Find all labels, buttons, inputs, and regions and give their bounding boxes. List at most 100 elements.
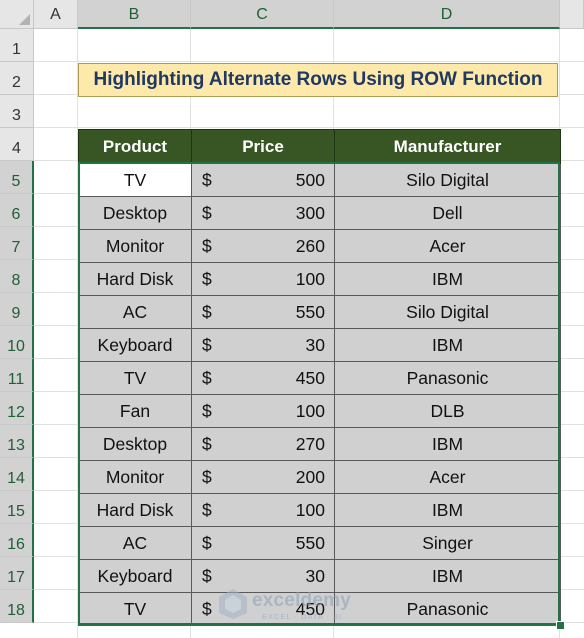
price-cell[interactable]: $550	[191, 526, 335, 560]
price-cell[interactable]: $500	[191, 163, 335, 197]
product-table: Product Price Manufacturer TV $500 Silo Di…	[78, 129, 561, 626]
price-cell[interactable]: $100	[191, 262, 335, 296]
row-header-7[interactable]: 7	[0, 227, 34, 260]
table-row: Keyboard $30 IBM	[78, 328, 561, 362]
price-value: 30	[305, 334, 325, 355]
manufacturer-cell[interactable]: Panasonic	[334, 592, 561, 626]
product-cell[interactable]: Desktop	[78, 427, 192, 461]
row-header-12[interactable]: 12	[0, 392, 34, 425]
header-manufacturer[interactable]: Manufacturer	[334, 129, 561, 164]
row-header-14[interactable]: 14	[0, 458, 34, 491]
price-cell[interactable]: $450	[191, 592, 335, 626]
row-header-15[interactable]: 15	[0, 491, 34, 524]
manufacturer-cell[interactable]: DLB	[334, 394, 561, 428]
row-header-17[interactable]: 17	[0, 557, 34, 590]
table-header-row: Product Price Manufacturer	[78, 129, 561, 164]
price-cell[interactable]: $100	[191, 394, 335, 428]
price-cell[interactable]: $550	[191, 295, 335, 329]
fill-handle[interactable]	[556, 621, 565, 630]
currency-symbol: $	[202, 367, 212, 388]
table-row: AC $550 Silo Digital	[78, 295, 561, 329]
price-cell[interactable]: $450	[191, 361, 335, 395]
price-cell[interactable]: $30	[191, 328, 335, 362]
product-cell[interactable]: Fan	[78, 394, 192, 428]
header-product[interactable]: Product	[78, 129, 192, 164]
table-row: Desktop $270 IBM	[78, 427, 561, 461]
gridline-column	[77, 29, 78, 638]
select-all-triangle-icon	[19, 14, 30, 25]
manufacturer-cell[interactable]: IBM	[334, 427, 561, 461]
product-cell[interactable]: AC	[78, 295, 192, 329]
manufacturer-cell[interactable]: IBM	[334, 493, 561, 527]
manufacturer-cell[interactable]: Panasonic	[334, 361, 561, 395]
row-header-11[interactable]: 11	[0, 359, 34, 392]
table-row: Monitor $260 Acer	[78, 229, 561, 263]
manufacturer-cell[interactable]: Silo Digital	[334, 295, 561, 329]
row-header-1[interactable]: 1	[0, 29, 34, 62]
row-header-18[interactable]: 18	[0, 590, 34, 623]
manufacturer-cell[interactable]: Singer	[334, 526, 561, 560]
price-value: 550	[295, 532, 325, 553]
currency-symbol: $	[202, 169, 212, 190]
price-cell[interactable]: $30	[191, 559, 335, 593]
product-cell[interactable]: TV	[78, 163, 192, 197]
product-cell[interactable]: AC	[78, 526, 192, 560]
product-cell[interactable]: Hard Disk	[78, 493, 192, 527]
price-cell[interactable]: $270	[191, 427, 335, 461]
table-row: Desktop $300 Dell	[78, 196, 561, 230]
currency-symbol: $	[202, 268, 212, 289]
sheet-title: Highlighting Alternate Rows Using ROW Fu…	[78, 63, 558, 97]
table-row: AC $550 Singer	[78, 526, 561, 560]
product-cell[interactable]: Desktop	[78, 196, 192, 230]
table-row: Keyboard $30 IBM	[78, 559, 561, 593]
manufacturer-cell[interactable]: Dell	[334, 196, 561, 230]
column-header-c[interactable]: C	[191, 0, 334, 29]
header-price[interactable]: Price	[191, 129, 335, 164]
price-cell[interactable]: $260	[191, 229, 335, 263]
currency-symbol: $	[202, 565, 212, 586]
price-value: 270	[295, 433, 325, 454]
table-row: TV $500 Silo Digital	[78, 163, 561, 197]
price-value: 30	[305, 565, 325, 586]
price-value: 100	[295, 400, 325, 421]
price-cell[interactable]: $300	[191, 196, 335, 230]
currency-symbol: $	[202, 334, 212, 355]
row-header-5[interactable]: 5	[0, 161, 34, 194]
product-cell[interactable]: TV	[78, 592, 192, 626]
column-header-d[interactable]: D	[334, 0, 560, 29]
column-header-b[interactable]: B	[78, 0, 191, 29]
row-header-4[interactable]: 4	[0, 128, 34, 161]
row-header-16[interactable]: 16	[0, 524, 34, 557]
price-value: 300	[295, 202, 325, 223]
currency-symbol: $	[202, 532, 212, 553]
row-header-13[interactable]: 13	[0, 425, 34, 458]
product-cell[interactable]: Monitor	[78, 229, 192, 263]
currency-symbol: $	[202, 598, 212, 619]
manufacturer-cell[interactable]: Acer	[334, 229, 561, 263]
select-all-button[interactable]	[0, 0, 34, 29]
manufacturer-cell[interactable]: Acer	[334, 460, 561, 494]
row-header-10[interactable]: 10	[0, 326, 34, 359]
manufacturer-cell[interactable]: Silo Digital	[334, 163, 561, 197]
product-cell[interactable]: Monitor	[78, 460, 192, 494]
product-cell[interactable]: Keyboard	[78, 328, 192, 362]
product-cell[interactable]: Hard Disk	[78, 262, 192, 296]
row-header-8[interactable]: 8	[0, 260, 34, 293]
row-header-6[interactable]: 6	[0, 194, 34, 227]
table-row: TV $450 Panasonic	[78, 361, 561, 395]
column-header-a[interactable]: A	[34, 0, 78, 29]
row-header-9[interactable]: 9	[0, 293, 34, 326]
manufacturer-cell[interactable]: IBM	[334, 559, 561, 593]
price-value: 550	[295, 301, 325, 322]
row-header-3[interactable]: 3	[0, 95, 34, 128]
product-cell[interactable]: TV	[78, 361, 192, 395]
column-header-blank[interactable]	[560, 0, 584, 29]
currency-symbol: $	[202, 466, 212, 487]
price-cell[interactable]: $100	[191, 493, 335, 527]
price-cell[interactable]: $200	[191, 460, 335, 494]
price-value: 100	[295, 268, 325, 289]
manufacturer-cell[interactable]: IBM	[334, 328, 561, 362]
product-cell[interactable]: Keyboard	[78, 559, 192, 593]
manufacturer-cell[interactable]: IBM	[334, 262, 561, 296]
row-header-2[interactable]: 2	[0, 62, 34, 95]
